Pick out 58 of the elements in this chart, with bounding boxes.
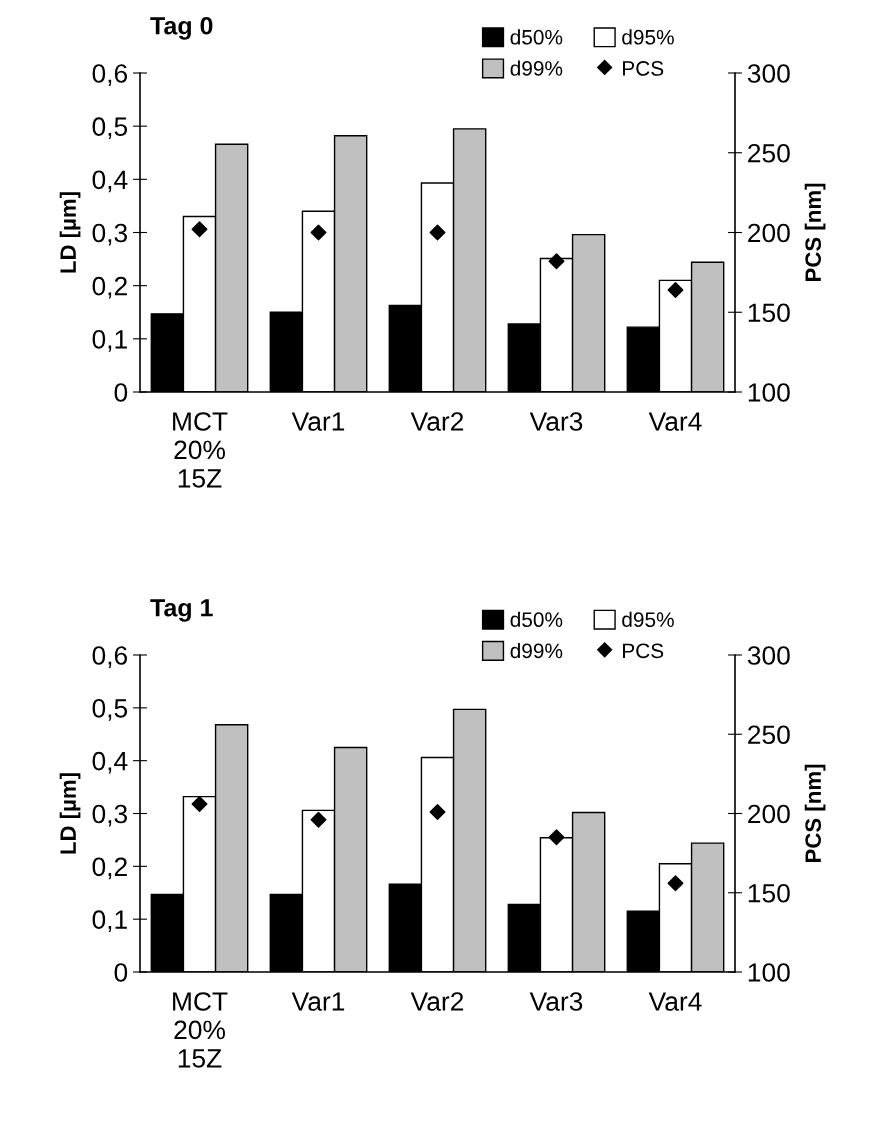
legend-label: PCS (623, 61, 664, 76)
point (191, 796, 208, 812)
point (191, 221, 208, 238)
y-tick-label: 0,3 (92, 223, 128, 246)
y2-tick-label: 250 (748, 143, 790, 163)
y2-tick-label: 200 (748, 223, 790, 243)
y-tick-label: 0,5 (92, 698, 128, 721)
y2-tick-label: 250 (748, 725, 790, 745)
x-tick-label: Var3 (529, 992, 583, 1011)
y2-axis-title: PCS [nm] (804, 764, 826, 863)
y2-tick-label: 150 (748, 303, 790, 323)
legend-label: d95% (622, 29, 674, 45)
x-tick-label: Var2 (410, 412, 464, 431)
legend-label: d50% (510, 611, 563, 628)
y-tick-label: 0 (114, 963, 128, 982)
legend-label: d99% (510, 642, 563, 659)
point (548, 829, 565, 846)
y2-tick-label: 150 (748, 883, 790, 903)
y-tick-label: 0,1 (92, 910, 127, 933)
point (667, 875, 684, 892)
chart-title: Tag 0 (150, 16, 213, 40)
y-tick-label: 0,6 (92, 64, 128, 86)
x-tick-label: Var4 (648, 992, 702, 1011)
x-tick-label: Var4 (648, 412, 702, 431)
y2-tick-label: 200 (748, 804, 790, 824)
point (548, 253, 565, 270)
x-tick-label: Var1 (291, 992, 345, 1011)
point (310, 224, 327, 241)
point (429, 803, 446, 820)
y2-axis-title: PCS [nm] (804, 183, 826, 282)
y-tick-label: 0,5 (92, 117, 128, 140)
y-tick-label: 0,6 (92, 646, 128, 668)
x-tick-label: MCT 20% 15Z (173, 412, 228, 488)
legend-label: d50% (510, 29, 563, 45)
legend-label: d95% (622, 611, 674, 628)
legend-label: PCS (623, 643, 664, 659)
chart-title: Tag 1 (150, 599, 213, 622)
y-axis-title: LD [µm] (59, 192, 81, 273)
y-tick-label: 0,4 (92, 751, 128, 774)
y-tick-label: 0,1 (92, 329, 127, 352)
y-tick-label: 0,4 (92, 170, 128, 193)
x-tick-label: Var1 (291, 412, 345, 431)
y-tick-label: 0,2 (92, 276, 127, 299)
legend-label: d99% (510, 60, 563, 76)
y2-tick-label: 300 (747, 646, 790, 665)
y-axis-title: LD [µm] (59, 773, 81, 854)
point (667, 281, 684, 298)
y2-tick-label: 100 (748, 383, 790, 402)
x-tick-label: Var2 (410, 992, 464, 1011)
point (310, 811, 327, 828)
x-tick-label: MCT 20% 15Z (173, 992, 228, 1068)
point (429, 224, 446, 241)
y2-tick-label: 100 (748, 963, 790, 982)
y2-tick-label: 300 (747, 64, 790, 83)
x-tick-label: Var3 (529, 412, 583, 431)
y-tick-label: 0,2 (92, 857, 127, 880)
y-tick-label: 0,3 (92, 804, 128, 827)
y-tick-label: 0 (114, 383, 128, 402)
